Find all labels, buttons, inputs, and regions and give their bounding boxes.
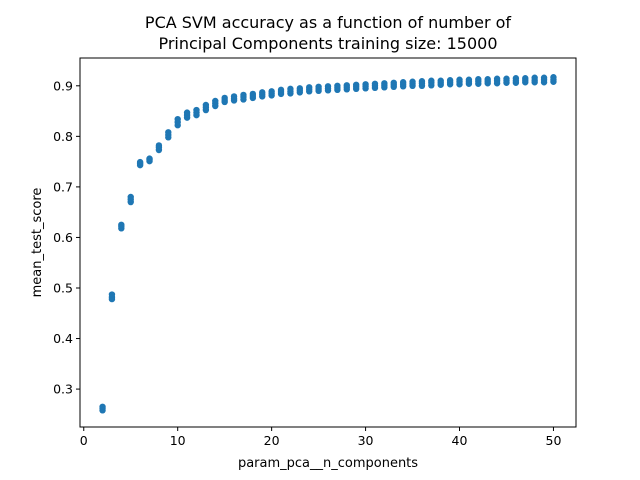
data-point <box>306 84 313 91</box>
data-point <box>249 90 257 98</box>
data-point <box>418 78 426 85</box>
data-point <box>315 83 322 91</box>
data-point <box>324 83 332 90</box>
data-point <box>268 88 275 95</box>
data-point <box>352 81 360 88</box>
x-tick-label: 0 <box>80 433 88 448</box>
data-point <box>230 93 238 100</box>
data-point <box>155 142 163 149</box>
data-point <box>183 109 191 116</box>
y-tick-label: 0.6 <box>53 230 73 245</box>
y-tick-label: 0.8 <box>53 129 73 144</box>
data-point <box>550 74 557 81</box>
data-point <box>165 129 172 136</box>
axis-ticks: 0 10 20 30 40 50 0.3 0.4 0.5 0.6 0.7 0.8 0.9 <box>53 78 561 448</box>
data-point <box>540 74 548 81</box>
y-axis-label: mean_test_score <box>30 188 45 298</box>
y-tick-label: 0.5 <box>53 280 73 295</box>
data-point <box>465 76 473 83</box>
data-point <box>287 85 294 93</box>
data-point <box>390 79 397 86</box>
data-point <box>371 80 379 87</box>
data-point <box>446 77 454 84</box>
data-point <box>475 76 482 83</box>
data-point <box>362 81 369 88</box>
chart-title-line-1: PCA SVM accuracy as a function of number… <box>145 13 512 32</box>
data-point <box>108 291 116 298</box>
data-point <box>259 89 266 96</box>
y-tick-label: 0.4 <box>53 331 73 346</box>
plot-frame <box>79 57 577 428</box>
x-tick-label: 30 <box>358 433 374 448</box>
data-point <box>522 75 529 82</box>
data-point <box>409 78 416 85</box>
x-axis-label: param_pca__n_components <box>238 456 418 471</box>
x-tick-label: 40 <box>452 433 468 448</box>
x-tick-label: 10 <box>170 433 186 448</box>
y-tick-label: 0.7 <box>53 179 73 194</box>
data-point <box>334 82 341 90</box>
data-point <box>136 158 144 166</box>
data-point <box>531 74 538 81</box>
data-point <box>484 76 491 83</box>
data-point <box>174 115 181 123</box>
data-point <box>146 155 153 162</box>
y-tick-label: 0.3 <box>53 382 73 397</box>
data-point <box>428 77 435 84</box>
data-point <box>127 193 134 201</box>
data-point <box>296 85 304 92</box>
data-point <box>118 221 125 229</box>
data-point <box>277 86 285 94</box>
data-point <box>221 94 228 102</box>
data-point <box>381 80 388 87</box>
data-point <box>512 75 520 82</box>
data-point <box>202 101 210 109</box>
data-points <box>99 74 557 414</box>
data-point <box>343 82 350 89</box>
x-tick-label: 50 <box>546 433 562 448</box>
data-point <box>493 75 501 82</box>
data-point <box>99 403 106 410</box>
data-point <box>437 77 444 84</box>
data-point <box>503 75 510 82</box>
x-tick-label: 20 <box>264 433 280 448</box>
data-point <box>193 106 200 114</box>
data-point <box>399 79 407 86</box>
data-point <box>212 97 219 105</box>
chart-title-line-2: Principal Components training size: 1500… <box>158 34 497 53</box>
data-point <box>456 76 463 83</box>
data-point <box>240 91 247 99</box>
y-tick-label: 0.9 <box>53 78 73 93</box>
